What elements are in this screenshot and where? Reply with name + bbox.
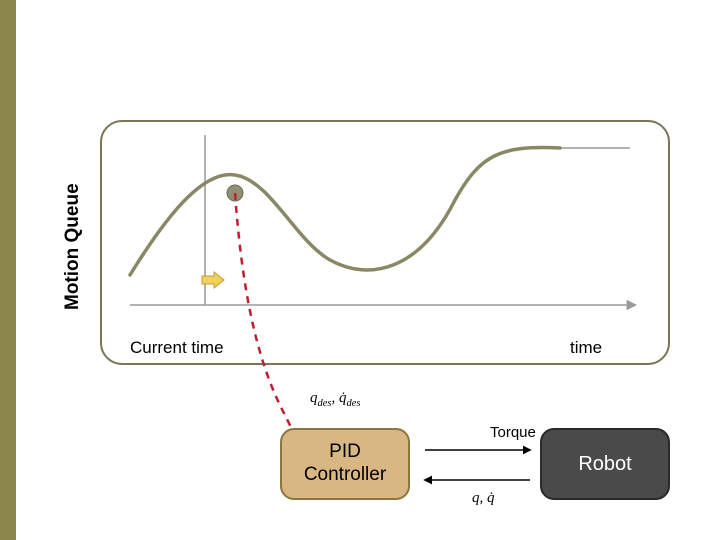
current-time-text: Current time	[130, 338, 224, 357]
qdes-label: qdes, q̇des	[310, 390, 361, 409]
pid-line1: PID	[329, 441, 361, 462]
pid-controller-box: PID Controller	[280, 428, 410, 500]
current-time-label: Current time	[130, 338, 224, 358]
robot-text: Robot	[578, 453, 631, 476]
left-sidebar-stripe	[0, 0, 16, 540]
pid-box-text: PID Controller	[304, 441, 386, 487]
time-text: time	[570, 338, 602, 357]
motion-queue-label: Motion Queue	[62, 183, 84, 310]
torque-text: Torque	[490, 424, 536, 441]
time-axis-label: time	[570, 338, 602, 358]
robot-box: Robot	[540, 428, 670, 500]
pid-line2: Controller	[304, 464, 386, 485]
trajectory-plot	[120, 130, 650, 320]
torque-label: Torque	[490, 424, 536, 441]
q-feedback-label: q, q̇	[472, 490, 495, 507]
motion-queue-text: Motion Queue	[62, 183, 83, 310]
